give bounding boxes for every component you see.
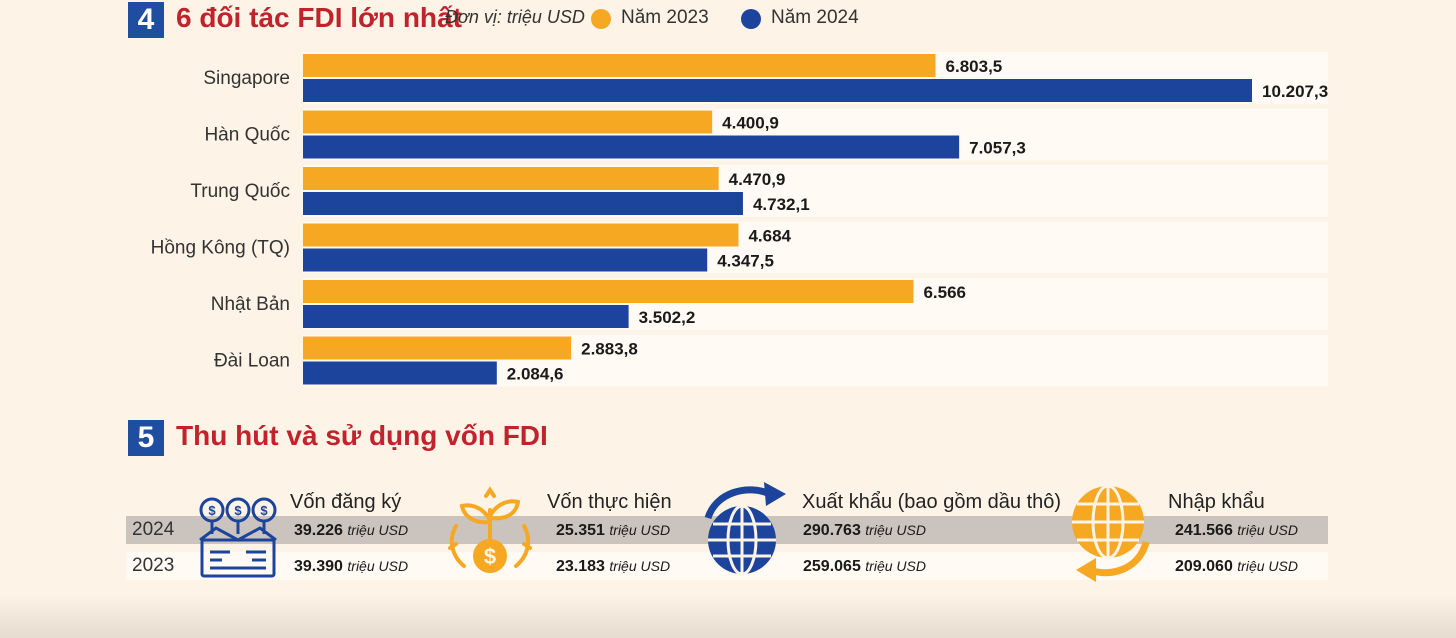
money-plant-icon: $ (448, 486, 532, 573)
bar-value-label: 4.347,5 (717, 252, 774, 271)
metric-export-2024: 290.763 triệu USD (803, 522, 926, 539)
metric-import-2024: 241.566 triệu USD (1175, 522, 1298, 539)
bar-value-label: 4.470,9 (729, 170, 786, 189)
legend-2024-label: Năm 2024 (771, 7, 859, 28)
legend-2023-dot (591, 9, 611, 29)
bar-2024 (303, 361, 497, 385)
bar-2024 (303, 79, 1252, 102)
category-label: Đài Loan (214, 351, 290, 372)
globe-import-icon (1072, 484, 1150, 582)
bar-value-label: 6.803,5 (946, 57, 1003, 76)
svg-text:$: $ (484, 544, 496, 569)
category-label: Trung Quốc (190, 181, 290, 202)
metric-registered-capital-2024: 39.226 triệu USD (294, 522, 409, 539)
metric-disbursed-capital-title: Vốn thực hiện (547, 491, 672, 513)
bar-2023 (303, 54, 936, 77)
category-label: Nhật Bản (211, 294, 290, 315)
bar-value-label: 2.084,6 (507, 365, 564, 384)
section-5-number: 5 (128, 420, 164, 456)
year-2024-label: 2024 (132, 519, 175, 540)
bar-2024 (303, 248, 708, 272)
metric-disbursed-capital-2024: 25.351 triệu USD (556, 522, 671, 539)
metric-export-2023: 259.065 triệu USD (803, 558, 926, 575)
money-box-icon: $ $ $ (199, 497, 277, 578)
bottom-shadow (0, 595, 1456, 638)
bar-2023 (303, 336, 572, 360)
bar-value-label: 2.883,8 (581, 340, 638, 359)
section-4-number: 4 (128, 2, 164, 38)
bar-value-label: 4.400,9 (722, 114, 779, 133)
bar-2024 (303, 305, 629, 328)
year-2023-label: 2023 (132, 555, 175, 576)
metric-registered-capital-2023: 39.390 triệu USD (294, 558, 409, 575)
bar-value-label: 10.207,3 (1262, 82, 1328, 101)
svg-text:$: $ (208, 503, 216, 518)
legend-2023-label: Năm 2023 (621, 7, 709, 28)
bar-2023 (303, 110, 713, 134)
fdi-partners-chart: Singapore 6.803,5 10.207,3 Hàn Quốc 4.400,9 7… (151, 52, 1328, 387)
bar-2023 (303, 280, 914, 303)
category-label: Singapore (203, 68, 290, 89)
section-5-title: Thu hút và sử dụng vốn FDI (176, 420, 548, 451)
unit-label: Đơn vị: triệu USD (445, 7, 585, 27)
bar-value-label: 4.684 (748, 227, 791, 246)
metric-export-title: Xuất khẩu (bao gồm dầu thô) (802, 491, 1062, 513)
section-4-title: 6 đối tác FDI lớn nhất (176, 2, 462, 33)
bar-2024 (303, 192, 743, 215)
metric-import-2023: 209.060 triệu USD (1175, 558, 1298, 575)
svg-text:$: $ (234, 503, 242, 518)
category-label: Hồng Kông (TQ) (151, 238, 290, 259)
bar-value-label: 7.057,3 (969, 139, 1026, 158)
bar-value-label: 4.732,1 (753, 195, 810, 214)
metric-import-title: Nhập khẩu (1168, 491, 1265, 513)
bar-2024 (303, 135, 960, 159)
category-label: Hàn Quốc (204, 125, 290, 146)
bar-value-label: 6.566 (923, 283, 966, 302)
metric-disbursed-capital-2023: 23.183 triệu USD (556, 558, 671, 575)
legend-2024-dot (741, 9, 761, 29)
metric-registered-capital-title: Vốn đăng ký (290, 491, 402, 513)
globe-export-icon (704, 482, 786, 576)
svg-text:$: $ (260, 503, 268, 518)
bar-value-label: 3.502,2 (639, 308, 696, 327)
bar-2023 (303, 167, 719, 190)
bar-2023 (303, 223, 739, 247)
